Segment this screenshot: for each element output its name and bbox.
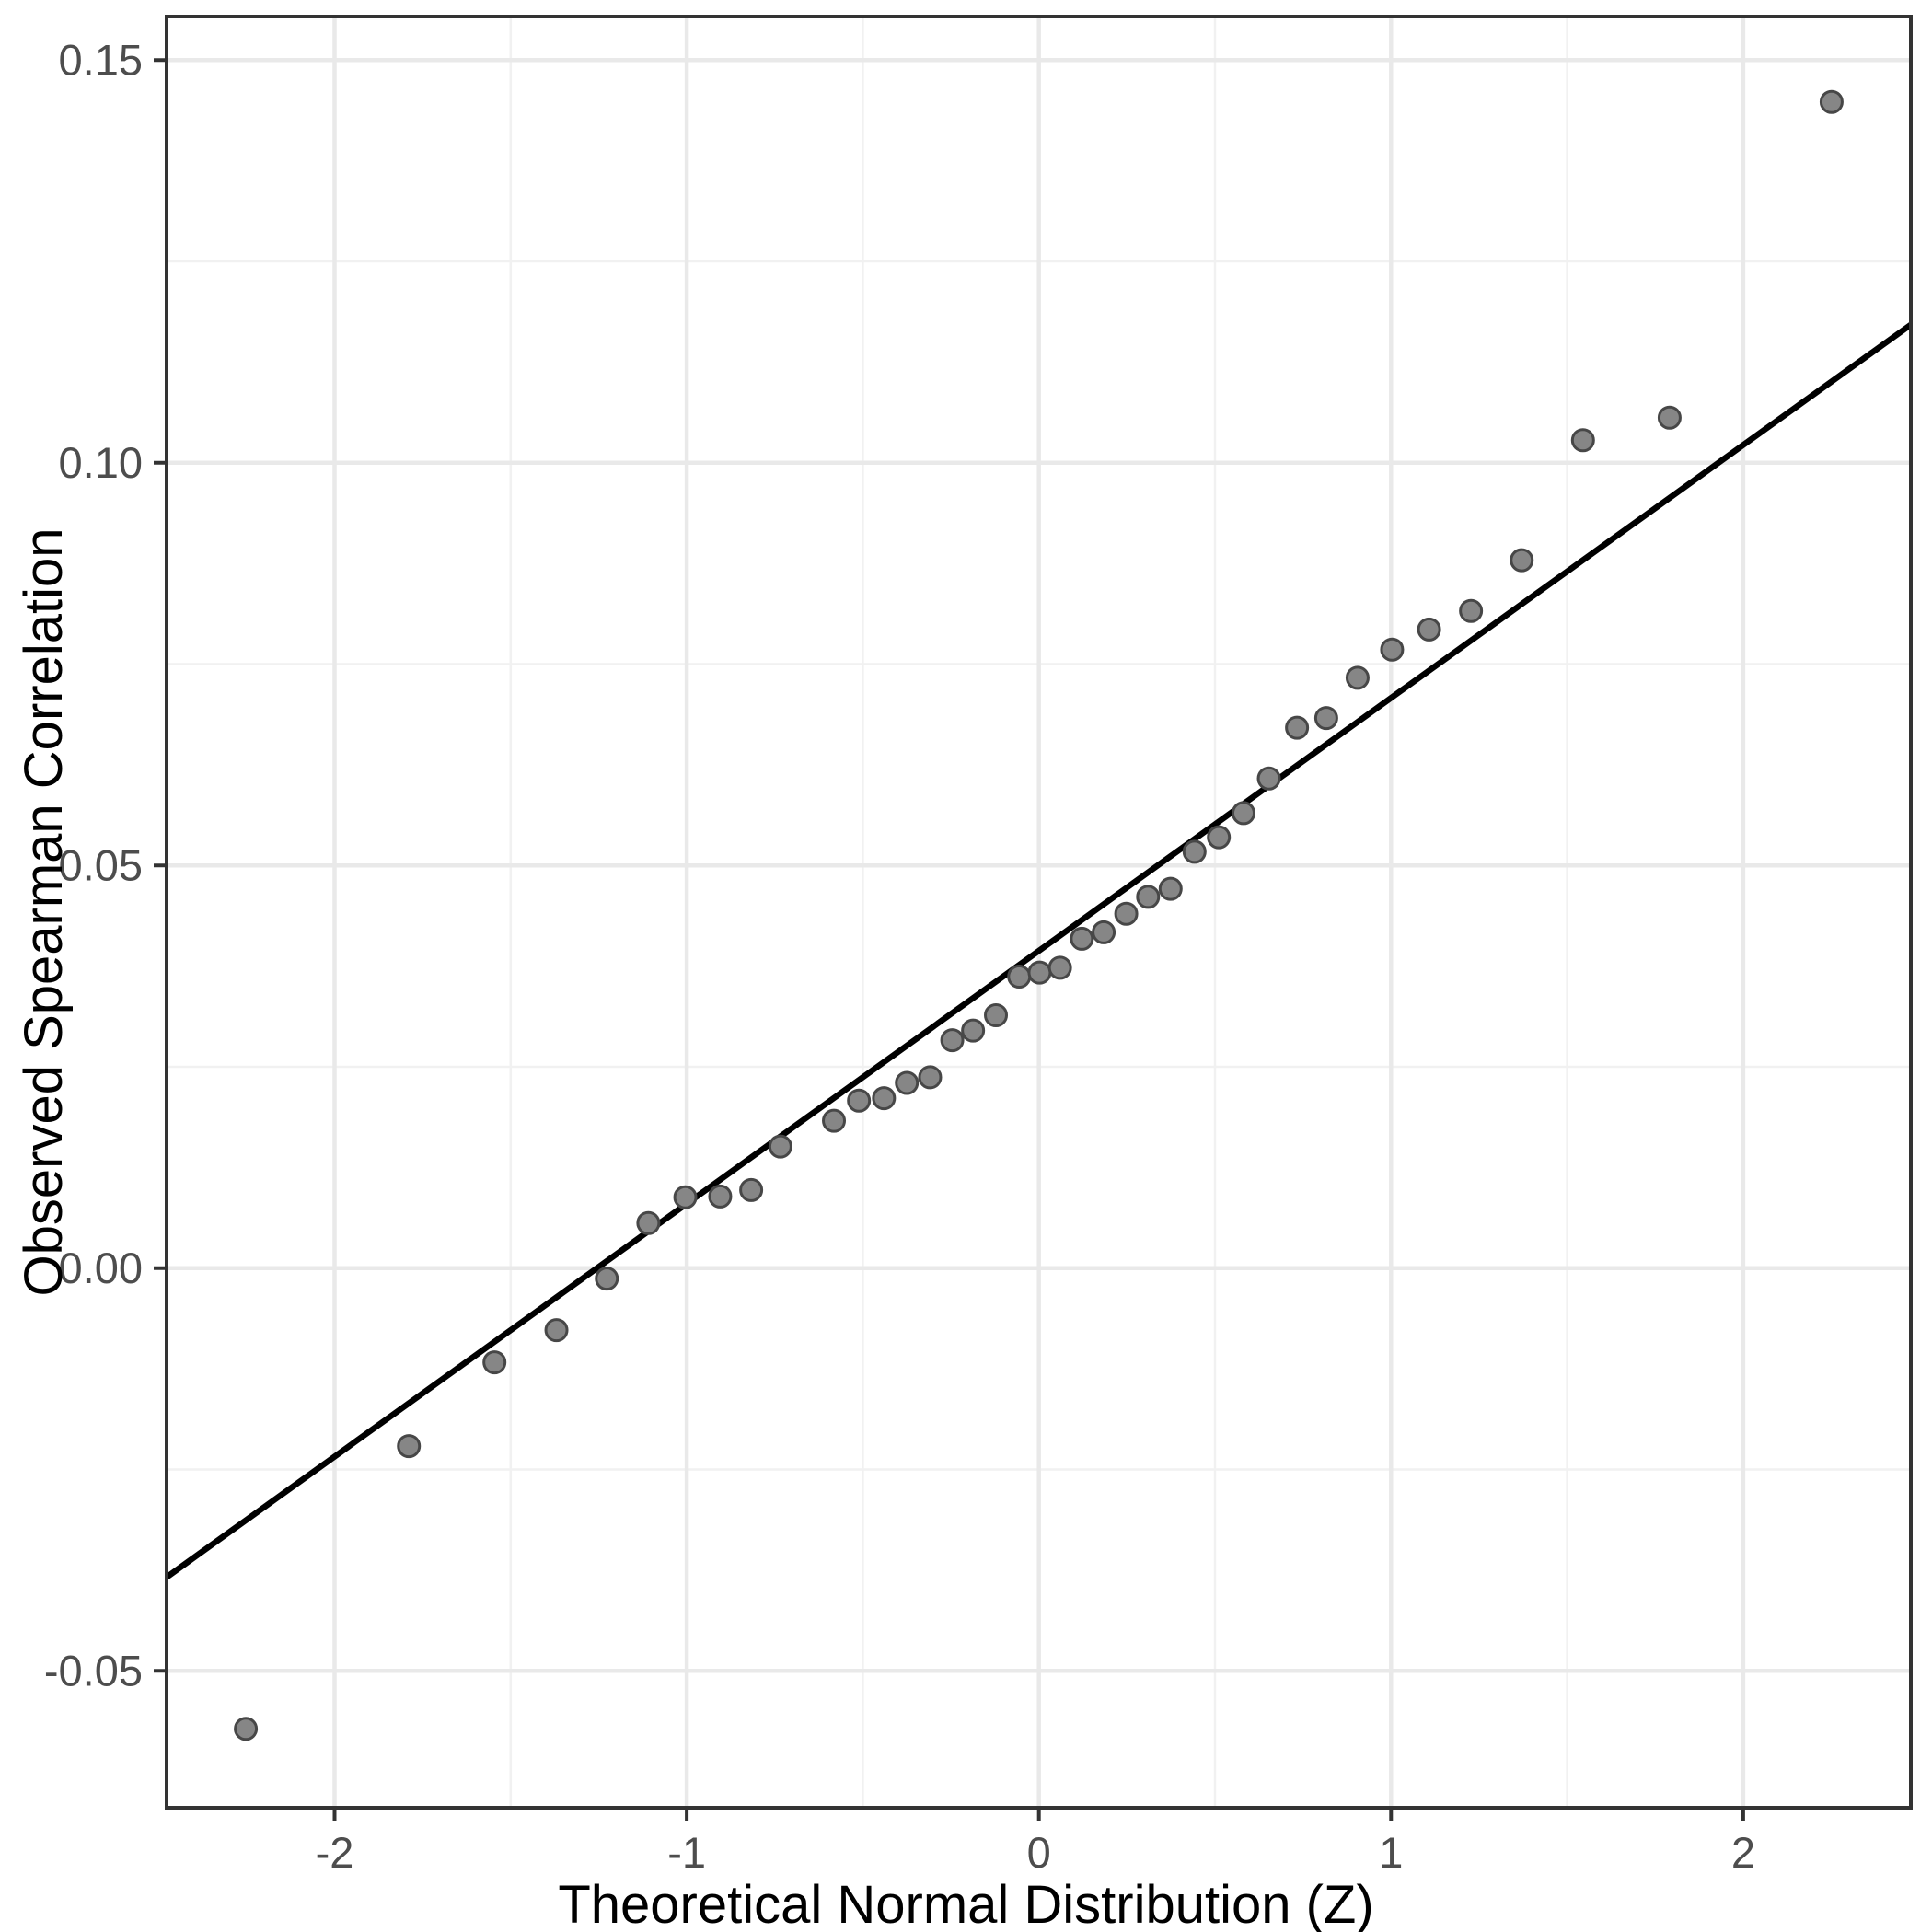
data-point [1231, 801, 1255, 826]
data-point [595, 1267, 619, 1291]
data-point [1570, 428, 1595, 453]
data-point [673, 1185, 698, 1209]
data-point [708, 1184, 733, 1209]
x-axis-title: Theoretical Normal Distribution (Z) [558, 1875, 1374, 1932]
x-tick-label: -1 [667, 1828, 706, 1877]
data-point [234, 1717, 259, 1741]
data-point [940, 1028, 965, 1053]
data-point [822, 1108, 847, 1133]
x-tick-label: 1 [1379, 1828, 1403, 1877]
y-tick-label: 0.10 [59, 438, 143, 487]
y-tick-label: -0.05 [44, 1647, 143, 1695]
data-point [1007, 965, 1032, 989]
data-point [1070, 926, 1094, 951]
data-point [1459, 598, 1484, 623]
data-point [544, 1318, 569, 1343]
data-point [1182, 839, 1207, 864]
data-point [872, 1086, 897, 1111]
data-point [1657, 405, 1682, 430]
data-point [768, 1134, 792, 1159]
qq-reference-line [165, 322, 1913, 1580]
grid-major [167, 17, 1911, 1808]
data-point [1313, 706, 1338, 731]
data-point [1380, 637, 1405, 662]
data-point [636, 1210, 661, 1235]
data-point [1207, 825, 1232, 850]
data-point [1510, 548, 1534, 573]
x-tick-label: -2 [316, 1828, 354, 1877]
data-point [482, 1350, 507, 1375]
x-tick-label: 2 [1731, 1828, 1755, 1877]
data-point [918, 1065, 943, 1090]
data-point [397, 1434, 422, 1459]
data-point [1047, 955, 1072, 980]
x-tick-label: 0 [1027, 1828, 1051, 1877]
y-tick-label: 0.05 [59, 841, 143, 890]
data-point [739, 1177, 764, 1202]
y-tick-label: 0.15 [59, 36, 143, 85]
scatter-points [234, 89, 1844, 1741]
data-point [1819, 89, 1844, 114]
data-point [1092, 920, 1116, 944]
data-point [1136, 885, 1161, 909]
y-axis-title: Observed Spearman Correlation [14, 527, 74, 1297]
data-point [1285, 715, 1310, 740]
data-point [1345, 665, 1370, 690]
data-point [847, 1088, 872, 1113]
data-point [1114, 901, 1139, 926]
axis-ticks: -2 -1 0 1 2 0.15 0.10 0.05 0.00 -0.05 [44, 36, 1755, 1877]
data-point [1256, 766, 1281, 791]
data-point [1158, 876, 1183, 901]
data-point [961, 1018, 986, 1043]
data-point [1027, 960, 1052, 985]
y-tick-label: 0.00 [59, 1244, 143, 1292]
data-point [895, 1070, 920, 1095]
data-point [984, 1003, 1009, 1027]
data-point [1417, 617, 1441, 642]
